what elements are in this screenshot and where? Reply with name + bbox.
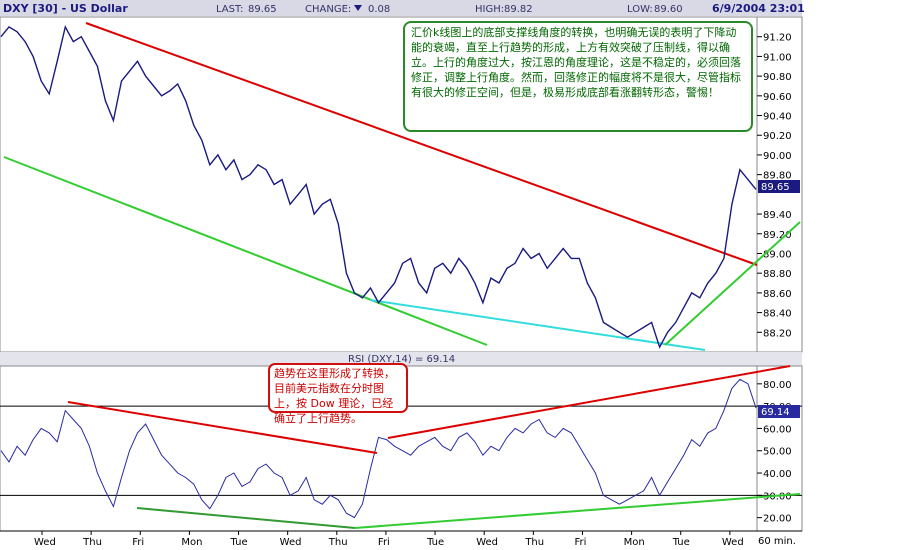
price-tick-label: 89.20 (763, 230, 792, 241)
price-tick-label: 89.40 (763, 210, 792, 221)
price-tick-label: 90.80 (763, 72, 792, 83)
price-last-value: 89.65 (761, 182, 790, 193)
time-tick-label: Thu (328, 537, 348, 548)
high-label: HIGH: (475, 4, 504, 15)
rsi-tick-label: 30.00 (763, 491, 792, 502)
time-unit-label: 60 min. (758, 536, 796, 547)
change-label: CHANGE: (305, 4, 351, 15)
time-tick-label: Mon (624, 537, 645, 548)
rsi-tick-label: 50.00 (763, 447, 792, 458)
analysis-note-top: 汇价k线图上的底部支撑线角度的转换，也明确无误的表明了下降动能的衰竭，直至上行趋… (403, 21, 753, 132)
time-tick-label: Tue (426, 537, 444, 548)
price-tick-label: 91.20 (763, 33, 792, 44)
rsi-resistance-line (67, 401, 378, 454)
header-datetime: 6/9/2004 23:01 (712, 2, 805, 15)
rsi-tick-label: 20.00 (763, 514, 792, 525)
rsi-tick-label: 40.00 (763, 469, 792, 480)
channel-trendline (369, 299, 706, 351)
price-tick-label: 91.00 (763, 52, 792, 63)
symbol-title: DXY [30] - US Dollar (3, 2, 128, 15)
rsi-last-tag (758, 405, 800, 418)
price-last-tag (758, 180, 800, 193)
last-value: 89.65 (248, 4, 277, 15)
analysis-note-bottom: 趋势在这里形成了转换，目前美元指数在分时图上，按 Dow 理论，已经确立了上行趋… (268, 363, 408, 425)
price-tick-label: 90.60 (763, 92, 792, 103)
time-tick-label: Mon (181, 537, 202, 548)
time-tick-label: Tue (230, 537, 248, 548)
down-arrow-icon (354, 5, 362, 11)
support-trendline (3, 156, 488, 346)
time-tick-label: Fri (132, 537, 144, 548)
time-tick-label: Tue (672, 537, 690, 548)
low-value: 89.60 (654, 4, 683, 15)
price-tick-label: 88.40 (763, 309, 792, 320)
time-axis-labels: Wed Thu Fri Mon Tue Wed Thu Fri Tue Wed Thu Fri Mon T… (34, 531, 744, 548)
rsi-title-bar (0, 352, 802, 366)
price-series-line (0, 24, 757, 349)
price-tick-label: 89.00 (763, 249, 792, 260)
price-tick-labels: 91.20 91.00 90.80 90.60 90.40 90.20 90.00 89.80… (763, 33, 792, 340)
rsi-series-line (0, 378, 757, 519)
price-tick-label: 88.60 (763, 289, 792, 300)
rsi-rising-support-line (354, 493, 801, 529)
header-bar (0, 0, 802, 16)
price-tick-label: 90.40 (763, 112, 792, 123)
time-tick-label: Fri (378, 537, 390, 548)
time-tick-label: Wed (280, 537, 302, 548)
time-tick-label: Fri (574, 537, 586, 548)
price-tick-label: 90.00 (763, 151, 792, 162)
high-value: 89.82 (504, 4, 533, 15)
price-gridlines (757, 36, 762, 333)
time-tick-label: Wed (34, 537, 56, 548)
time-tick-label: Thu (82, 537, 102, 548)
last-label: LAST: (216, 4, 243, 15)
price-tick-label: 88.80 (763, 269, 792, 280)
rsi-uptrend-line (387, 365, 791, 439)
rsi-tick-label: 60.00 (763, 424, 792, 435)
resistance-trendline (85, 22, 758, 266)
change-value: 0.08 (368, 4, 390, 15)
rsi-tick-label: 80.00 (763, 380, 792, 391)
low-label: LOW: (627, 4, 653, 15)
time-tick-label: Wed (476, 537, 498, 548)
rsi-last-value: 69.14 (761, 407, 790, 418)
uptrend-line (664, 221, 801, 346)
price-tick-label: 90.20 (763, 131, 792, 142)
rsi-support-line (136, 507, 356, 529)
price-tick-label: 88.20 (763, 328, 792, 339)
time-tick-label: Wed (722, 537, 744, 548)
price-tick-label: 89.80 (763, 171, 792, 182)
rsi-title: RSI (DXY,14) = 69.14 (348, 354, 455, 365)
time-tick-label: Thu (524, 537, 544, 548)
